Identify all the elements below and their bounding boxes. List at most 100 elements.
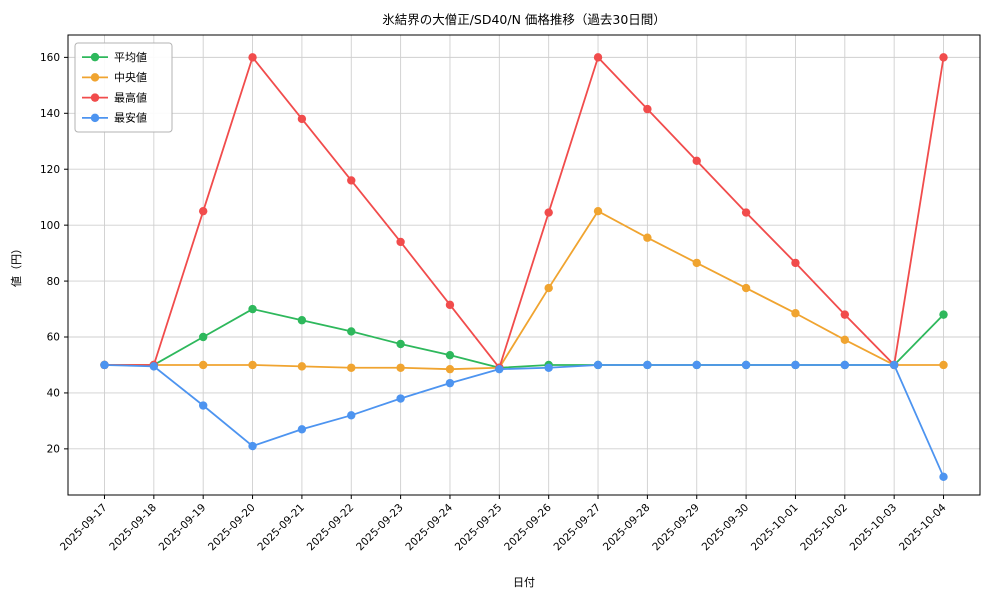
x-tick-label: 2025-09-22 xyxy=(305,502,357,554)
series-line-median xyxy=(104,210,944,371)
data-point-max xyxy=(347,176,356,185)
data-point-max xyxy=(643,104,652,114)
data-point-average xyxy=(198,332,208,342)
data-point-min xyxy=(692,360,701,370)
data-point-min xyxy=(495,364,504,374)
x-tick-label: 2025-09-21 xyxy=(255,502,307,554)
data-point-average xyxy=(347,327,356,336)
data-point-median xyxy=(939,360,948,370)
legend-marker-min xyxy=(90,113,100,123)
data-point-min xyxy=(593,360,603,370)
y-tick-label: 80 xyxy=(47,276,60,288)
x-tick-label: 2025-10-02 xyxy=(798,502,850,554)
data-point-median xyxy=(396,363,405,372)
data-point-max xyxy=(840,310,850,319)
legend-label-median: 中央値 xyxy=(114,71,147,84)
data-point-min xyxy=(100,360,109,370)
series-line-max xyxy=(104,56,945,369)
x-tick-label: 2025-10-04 xyxy=(897,501,949,553)
data-point-median xyxy=(791,309,800,318)
data-point-median xyxy=(643,233,652,242)
data-point-median xyxy=(741,283,751,293)
y-tick-label: 100 xyxy=(40,220,60,232)
y-axis-label: 値（円） xyxy=(10,243,23,287)
axes-frame xyxy=(67,34,981,496)
x-tick-label: 2025-10-03 xyxy=(848,502,900,554)
data-point-min xyxy=(198,401,208,410)
series-line-average xyxy=(104,308,945,369)
data-point-max xyxy=(692,156,701,166)
plot-area: 20 40 60 80 100 120 140 160 2025-09-172025-09-18… xyxy=(40,34,981,554)
x-tick-label: 2025-09-30 xyxy=(700,502,752,554)
legend-label-min: 最安値 xyxy=(114,111,147,125)
data-point-average xyxy=(297,316,307,325)
y-tick-label: 140 xyxy=(40,108,60,120)
data-point-median xyxy=(840,335,850,345)
data-point-min xyxy=(889,360,899,370)
legend-label-max: 最高値 xyxy=(114,90,147,104)
y-tick-label: 40 xyxy=(47,388,60,400)
data-point-average xyxy=(396,339,405,349)
x-tick-label: 2025-09-20 xyxy=(206,502,258,554)
y-tick-label: 60 xyxy=(47,332,60,344)
data-point-min xyxy=(445,378,455,388)
data-point-min xyxy=(396,394,405,403)
data-point-max xyxy=(791,258,800,268)
data-point-max xyxy=(741,208,751,217)
data-point-max xyxy=(297,114,307,124)
data-point-max xyxy=(396,237,405,247)
legend-marker-average xyxy=(90,52,100,62)
data-point-min xyxy=(643,360,652,370)
data-point-min xyxy=(939,472,948,482)
data-point-median xyxy=(248,360,257,370)
data-point-max xyxy=(248,53,257,62)
data-point-average xyxy=(248,304,257,314)
y-tick-label: 160 xyxy=(40,52,60,64)
data-point-median xyxy=(692,258,701,268)
data-point-min xyxy=(544,363,553,372)
x-tick-label: 2025-09-18 xyxy=(107,502,159,554)
x-tick-label: 2025-09-26 xyxy=(502,501,554,553)
x-tick-label: 2025-09-24 xyxy=(403,501,455,553)
x-tick-label: 2025-09-29 xyxy=(650,502,702,554)
y-tick-label: 20 xyxy=(47,444,60,456)
x-tick-label: 2025-09-17 xyxy=(58,502,110,554)
x-tick-label: 2025-10-01 xyxy=(749,502,801,554)
data-point-median xyxy=(347,363,356,372)
x-axis-label: 日付 xyxy=(513,576,535,589)
chart-title: 氷結界の大僧正/SD40/N 価格推移（過去30日間） xyxy=(382,12,666,27)
data-point-median xyxy=(297,362,307,371)
series-line-min xyxy=(104,364,945,478)
data-point-min xyxy=(297,425,307,434)
x-tick-label: 2025-09-27 xyxy=(552,502,604,554)
x-tick-label: 2025-09-25 xyxy=(453,502,505,554)
data-point-min xyxy=(791,360,800,370)
data-point-median xyxy=(445,364,455,374)
data-point-max xyxy=(198,206,208,216)
data-point-min xyxy=(248,441,257,451)
data-point-max xyxy=(593,53,603,62)
data-point-min xyxy=(840,360,850,370)
x-tick-label: 2025-09-19 xyxy=(157,502,209,554)
data-point-median xyxy=(198,360,208,370)
data-point-average xyxy=(445,350,455,360)
data-point-median xyxy=(544,283,553,293)
x-tick-label: 2025-09-23 xyxy=(354,502,406,554)
data-point-max xyxy=(544,208,553,217)
legend-marker-median xyxy=(90,73,100,82)
legend-frame xyxy=(74,42,173,133)
data-point-median xyxy=(593,206,603,216)
legend-label-average: 平均値 xyxy=(114,51,147,64)
data-point-average xyxy=(939,310,948,319)
data-point-max xyxy=(445,300,455,310)
data-point-min xyxy=(149,362,159,371)
legend-marker-max xyxy=(90,93,100,102)
data-point-max xyxy=(939,53,948,62)
x-tick-label: 2025-09-28 xyxy=(601,502,653,554)
data-point-min xyxy=(347,411,356,420)
y-tick-label: 120 xyxy=(40,164,60,176)
data-point-min xyxy=(741,360,751,370)
